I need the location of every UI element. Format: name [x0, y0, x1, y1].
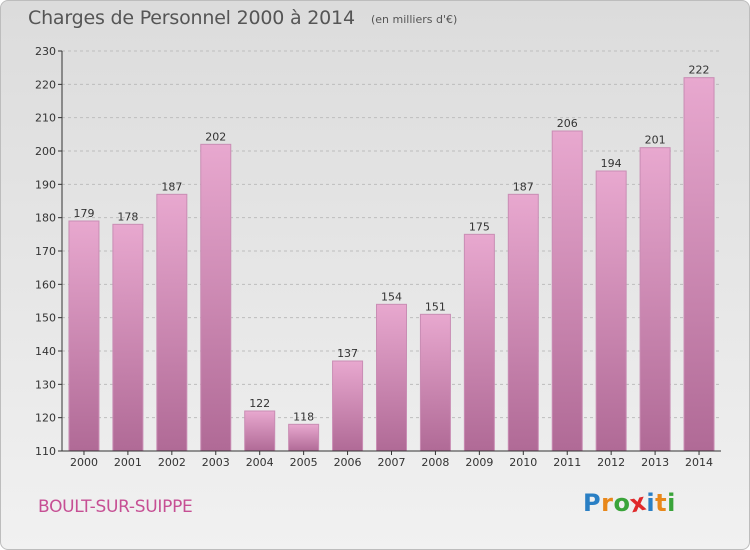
- data-label-2005: 118: [293, 410, 314, 423]
- bar-2013: [639, 147, 671, 452]
- y-tick-label-220: 220: [35, 78, 56, 91]
- bar-2011: [551, 130, 583, 452]
- y-tick-label-210: 210: [35, 112, 56, 125]
- x-tick-label-2001: 2001: [114, 456, 142, 469]
- x-tick-label-2007: 2007: [378, 456, 406, 469]
- data-label-2009: 175: [469, 220, 490, 233]
- x-tick-label-2013: 2013: [641, 456, 669, 469]
- bar-2000: [68, 220, 100, 452]
- x-tick-label-2012: 2012: [597, 456, 625, 469]
- data-label-2001: 178: [117, 210, 138, 223]
- x-tick-label-2010: 2010: [509, 456, 537, 469]
- x-tick-label-2009: 2009: [465, 456, 493, 469]
- bar-2007: [376, 303, 407, 452]
- y-tick-label-230: 230: [35, 45, 56, 58]
- x-tick-label-2004: 2004: [246, 456, 274, 469]
- data-label-2006: 137: [337, 347, 358, 360]
- y-tick-label-180: 180: [35, 212, 56, 225]
- bar-2002: [156, 193, 188, 452]
- x-tick-label-2011: 2011: [553, 456, 581, 469]
- town-name: BOULT-SUR-SUIPPE: [38, 497, 193, 517]
- data-label-2000: 179: [73, 207, 94, 220]
- logo-letter: i: [646, 489, 656, 517]
- x-tick-label-2002: 2002: [158, 456, 186, 469]
- data-label-2010: 187: [513, 180, 534, 193]
- bar-2008: [419, 313, 451, 452]
- bars: [68, 77, 715, 452]
- x-tick-label-2006: 2006: [334, 456, 362, 469]
- data-label-2008: 151: [425, 300, 446, 313]
- logo-letter: r: [601, 489, 614, 517]
- bar-2009: [463, 233, 495, 452]
- data-label-2011: 206: [557, 117, 578, 130]
- logo-letter: o: [613, 489, 631, 517]
- y-tick-label-190: 190: [35, 178, 56, 191]
- y-tick-label-110: 110: [35, 445, 56, 458]
- data-label-2012: 194: [601, 157, 622, 170]
- bar-2003: [200, 143, 232, 452]
- y-tick-label-150: 150: [35, 312, 56, 325]
- axes: 110 120 130 140 150 160 170 180 190 200 210 220 230 2…: [35, 45, 721, 469]
- x-tick-label-2003: 2003: [202, 456, 230, 469]
- bar-2001: [112, 223, 144, 452]
- chart-subtitle: (en milliers d'€): [371, 13, 458, 26]
- bar-2014: [683, 77, 715, 452]
- y-tick-label-160: 160: [35, 278, 56, 291]
- x-tick-label-2014: 2014: [685, 456, 713, 469]
- y-tick-label-130: 130: [35, 378, 56, 391]
- y-tick-label-120: 120: [35, 412, 56, 425]
- proxiti-logo: Proxiti: [583, 488, 676, 519]
- x-tick-label-2005: 2005: [290, 456, 318, 469]
- data-labels: 179 178 187 202 122 118 137 154 151 175 187 206 194 2…: [73, 64, 709, 424]
- data-label-2013: 201: [645, 134, 666, 147]
- data-label-2002: 187: [161, 180, 182, 193]
- bar-2006: [332, 360, 364, 452]
- logo-letter: t: [655, 489, 668, 517]
- x-tick-label-2008: 2008: [421, 456, 449, 469]
- data-label-2014: 222: [689, 64, 710, 77]
- y-tick-label-170: 170: [35, 245, 56, 258]
- bar-2004: [244, 410, 276, 452]
- x-tick-label-2000: 2000: [70, 456, 98, 469]
- bar-2005: [288, 423, 320, 452]
- data-label-2007: 154: [381, 290, 402, 303]
- logo-letter: P: [583, 489, 602, 517]
- data-label-2004: 122: [249, 397, 270, 410]
- logo-letter: i: [667, 489, 676, 517]
- y-tick-label-140: 140: [35, 345, 56, 358]
- chart-title: Charges de Personnel 2000 à 2014: [28, 7, 355, 29]
- bar-2010: [507, 193, 539, 452]
- data-label-2003: 202: [205, 130, 226, 143]
- y-tick-label-200: 200: [35, 145, 56, 158]
- bar-2012: [595, 170, 627, 452]
